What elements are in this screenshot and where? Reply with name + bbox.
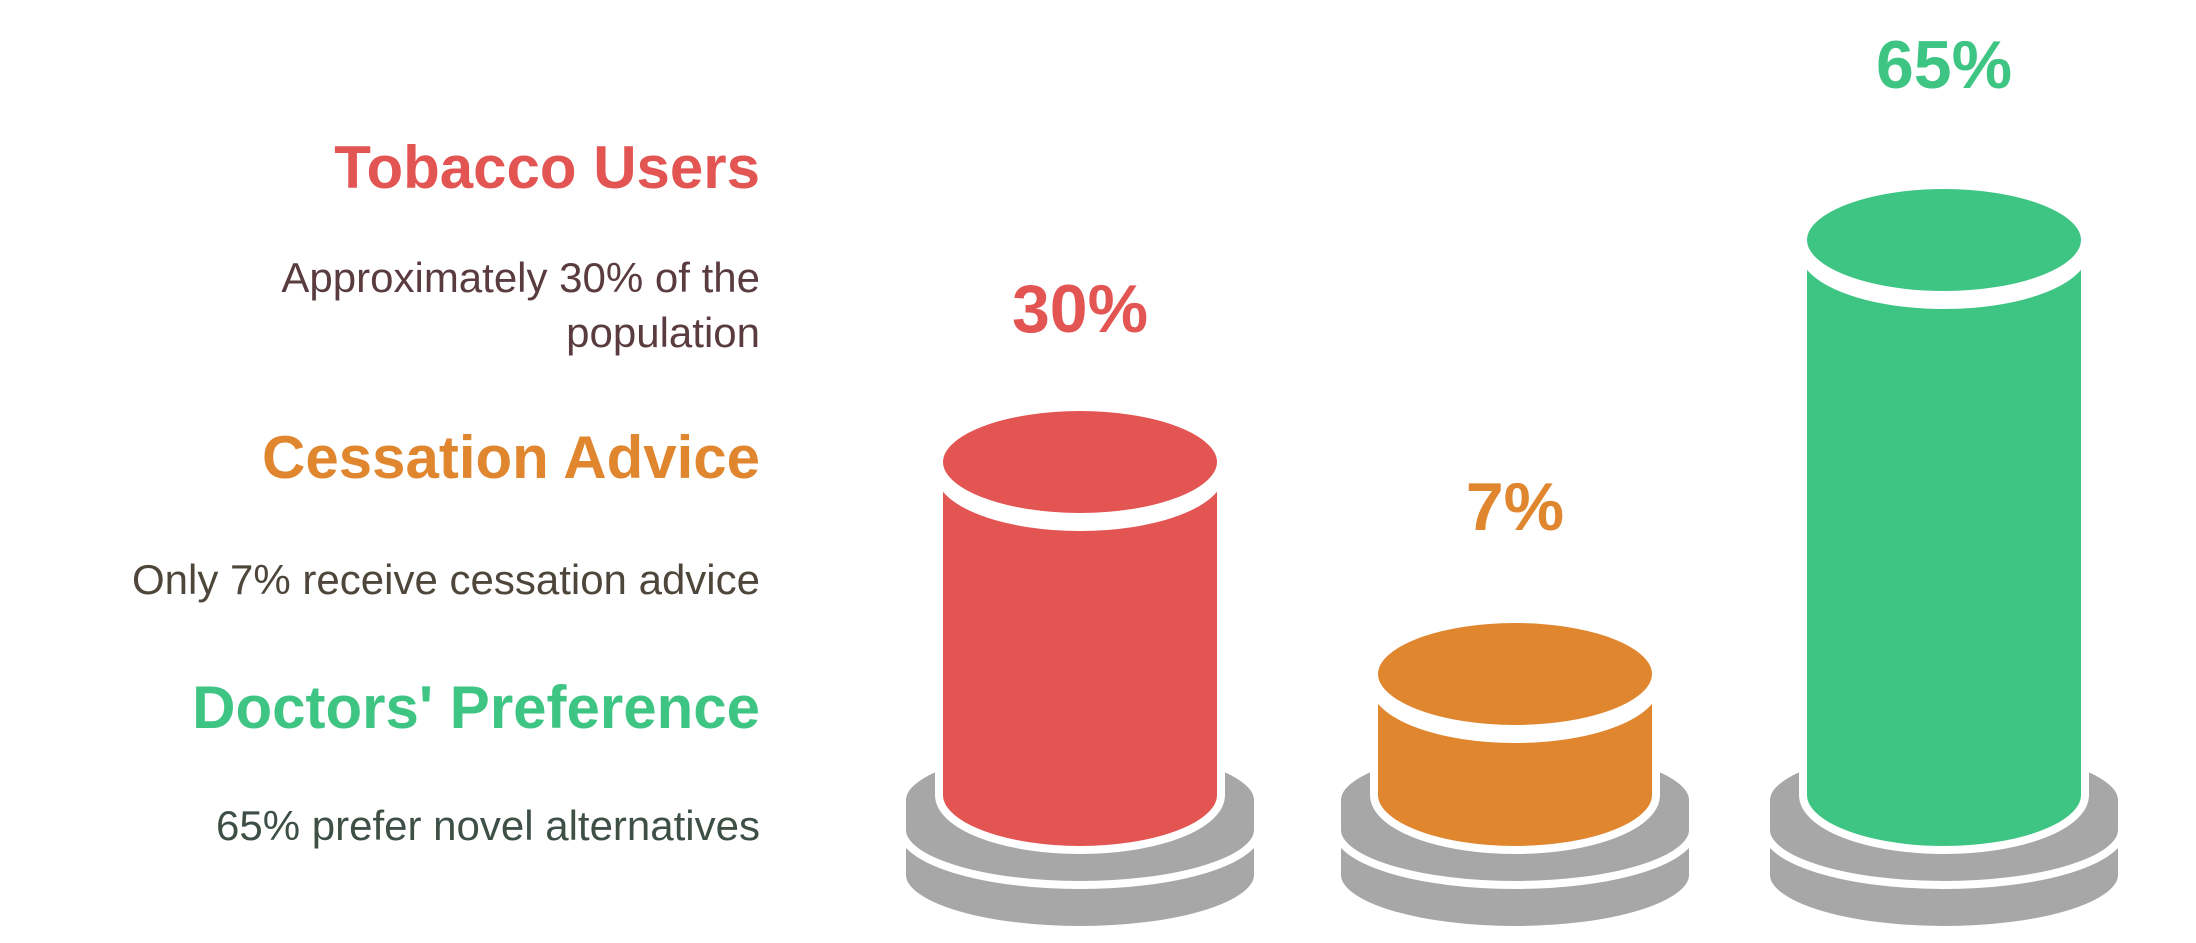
- cylinder-body-tobacco-users: [935, 468, 1225, 854]
- legend-heading-tobacco-users: Tobacco Users: [334, 134, 760, 201]
- legend-heading-cessation-advice: Cessation Advice: [262, 424, 760, 491]
- cylinder-body-cessation-advice: [1370, 680, 1660, 854]
- bar-group-cessation-advice: 7%: [1333, 469, 1697, 934]
- legend-description-doctors-preference: 65% prefer novel alternatives: [216, 802, 760, 849]
- cylinder-top-tobacco-users: [935, 403, 1225, 521]
- legend-description-tobacco-users: Approximately 30% of the population: [281, 254, 760, 357]
- cylinder-top-cessation-advice: [1370, 615, 1660, 733]
- bar-label-doctors-preference: 65%: [1876, 27, 2012, 103]
- cylinder-body-doctors-preference: [1799, 246, 2089, 854]
- bar-group-tobacco-users: 30%: [898, 271, 1262, 934]
- cylinder-bar-chart: 30% 7% 65%: [898, 27, 2126, 934]
- legend-column: Tobacco Users Approximately 30% of the p…: [0, 0, 760, 943]
- legend-heading-doctors-preference: Doctors' Preference: [192, 674, 760, 741]
- cylinder-top-doctors-preference: [1799, 181, 2089, 299]
- bar-label-tobacco-users: 30%: [1012, 271, 1148, 347]
- legend-description-cessation-advice: Only 7% receive cessation advice: [132, 556, 760, 603]
- bar-label-cessation-advice: 7%: [1466, 469, 1564, 545]
- bar-group-doctors-preference: 65%: [1762, 27, 2126, 934]
